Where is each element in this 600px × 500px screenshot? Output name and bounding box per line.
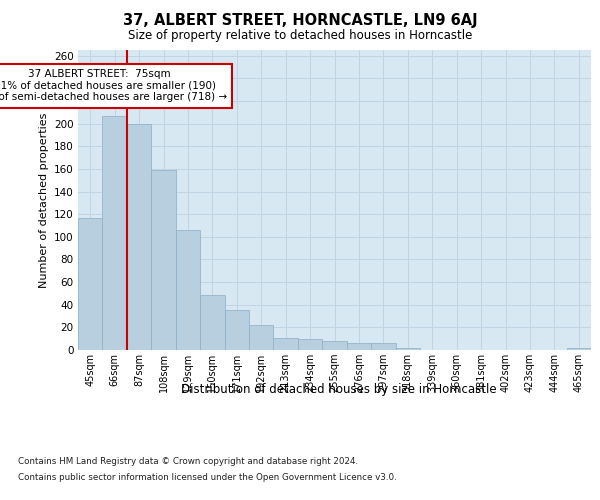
Bar: [176, 230, 200, 350]
Bar: [566, 348, 591, 350]
Bar: [347, 343, 371, 350]
Text: Contains HM Land Registry data © Crown copyright and database right 2024.: Contains HM Land Registry data © Crown c…: [18, 458, 358, 466]
Text: 37 ALBERT STREET:  75sqm
← 21% of detached houses are smaller (190)
78% of semi-: 37 ALBERT STREET: 75sqm ← 21% of detache…: [0, 69, 227, 102]
Bar: [371, 343, 395, 350]
Text: Distribution of detached houses by size in Horncastle: Distribution of detached houses by size …: [181, 382, 497, 396]
Bar: [274, 338, 298, 350]
Bar: [200, 294, 224, 350]
Text: Size of property relative to detached houses in Horncastle: Size of property relative to detached ho…: [128, 29, 472, 42]
Bar: [249, 325, 274, 350]
Text: Contains public sector information licensed under the Open Government Licence v3: Contains public sector information licen…: [18, 472, 397, 482]
Y-axis label: Number of detached properties: Number of detached properties: [38, 112, 49, 288]
Bar: [224, 310, 249, 350]
Bar: [78, 218, 103, 350]
Bar: [322, 341, 347, 350]
Bar: [127, 124, 151, 350]
Bar: [151, 170, 176, 350]
Bar: [395, 348, 420, 350]
Text: 37, ALBERT STREET, HORNCASTLE, LN9 6AJ: 37, ALBERT STREET, HORNCASTLE, LN9 6AJ: [122, 12, 478, 28]
Bar: [103, 116, 127, 350]
Bar: [298, 338, 322, 350]
